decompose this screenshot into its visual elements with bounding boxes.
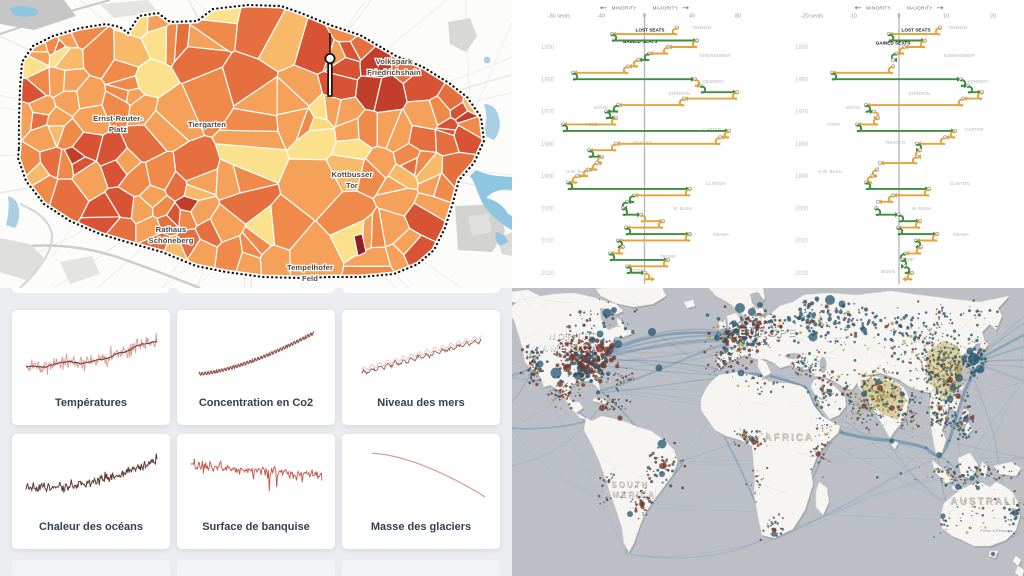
- svg-text:Friedrichshain: Friedrichshain: [367, 68, 421, 77]
- svg-text:Rathaus: Rathaus: [156, 225, 187, 234]
- svg-text:Volkspark: Volkspark: [376, 57, 413, 66]
- svg-text:-20 seats: -20 seats: [801, 14, 823, 20]
- svg-text:OBAMA: OBAMA: [713, 232, 729, 237]
- svg-text:1980: 1980: [541, 142, 555, 148]
- svg-text:TRUMAN: TRUMAN: [948, 25, 967, 30]
- svg-text:Schöneberg: Schöneberg: [149, 236, 194, 245]
- svg-text:MAJORITY: MAJORITY: [653, 6, 679, 11]
- svg-text:2000: 2000: [795, 206, 809, 212]
- svg-text:-80 seats: -80 seats: [548, 14, 570, 20]
- svg-text:REAGAN: REAGAN: [633, 140, 652, 145]
- svg-text:Tor: Tor: [346, 181, 358, 190]
- svg-text:1960: 1960: [795, 78, 809, 84]
- svg-text:CARTER: CARTER: [703, 127, 721, 132]
- svg-text:EISENHOWER: EISENHOWER: [700, 53, 731, 58]
- svg-text:EUROPE: EUROPE: [739, 327, 797, 339]
- svg-text:-10: -10: [849, 14, 857, 20]
- svg-text:Tempelhofer: Tempelhofer: [287, 263, 333, 272]
- svg-text:Surface de banquise: Surface de banquise: [202, 521, 310, 533]
- svg-text:JOHNSON: JOHNSON: [908, 91, 930, 96]
- svg-text:KENNEDY: KENNEDY: [703, 79, 725, 84]
- svg-text:MAJORITY: MAJORITY: [907, 6, 933, 11]
- svg-text:KENNEDY: KENNEDY: [968, 79, 990, 84]
- svg-text:W. BUSH: W. BUSH: [673, 206, 692, 211]
- svg-text:Tiergarten: Tiergarten: [188, 120, 226, 129]
- svg-text:EUROPE: EUROPE: [739, 328, 797, 340]
- svg-text:0: 0: [643, 14, 646, 20]
- svg-text:GAINED SEATS: GAINED SEATS: [623, 39, 658, 44]
- svg-text:TRUMP: TRUMP: [660, 254, 676, 259]
- svg-text:1970: 1970: [541, 110, 555, 116]
- svg-text:Platz: Platz: [109, 125, 127, 134]
- svg-text:1960: 1960: [541, 78, 555, 84]
- svg-text:2010: 2010: [795, 239, 809, 245]
- svg-text:AUSTRALIA: AUSTRALIA: [951, 497, 1024, 508]
- svg-text:BIDEN: BIDEN: [881, 269, 895, 274]
- svg-text:Feld: Feld: [302, 274, 318, 283]
- svg-text:SOUTH: SOUTH: [612, 481, 650, 490]
- svg-text:JOHNSON: JOHNSON: [668, 91, 690, 96]
- svg-text:AMERICA: AMERICA: [542, 344, 600, 355]
- svg-text:NORTH: NORTH: [548, 331, 592, 342]
- svg-text:1950: 1950: [795, 45, 809, 51]
- svg-text:LOST SEATS: LOST SEATS: [635, 28, 664, 33]
- svg-text:NORTH: NORTH: [549, 332, 593, 343]
- svg-text:Pointe à Pétanque: Pointe à Pétanque: [980, 528, 1014, 533]
- svg-text:CARTER: CARTER: [965, 127, 983, 132]
- svg-text:Kottbusser: Kottbusser: [331, 170, 372, 179]
- svg-text:1950: 1950: [541, 45, 555, 51]
- svg-text:MINORITY: MINORITY: [612, 6, 637, 11]
- svg-text:-40: -40: [597, 14, 605, 20]
- svg-text:OBAMA: OBAMA: [953, 232, 969, 237]
- svg-text:AMERICA: AMERICA: [605, 491, 656, 500]
- svg-text:Concentration en Co2: Concentration en Co2: [199, 397, 313, 409]
- svg-text:40: 40: [689, 14, 695, 20]
- svg-text:H.W. BUSH: H.W. BUSH: [818, 169, 842, 174]
- svg-text:2000: 2000: [541, 206, 555, 212]
- svg-text:Masse des glaciers: Masse des glaciers: [371, 521, 471, 533]
- svg-text:10: 10: [943, 14, 949, 20]
- svg-text:Chaleur des océans: Chaleur des océans: [39, 521, 143, 533]
- svg-text:BIDEN: BIDEN: [631, 268, 645, 273]
- svg-text:80: 80: [735, 14, 741, 20]
- svg-text:AMERICA: AMERICA: [541, 343, 599, 354]
- svg-text:2020: 2020: [795, 271, 809, 277]
- svg-text:0: 0: [898, 14, 901, 20]
- svg-text:LOST SEATS: LOST SEATS: [901, 28, 930, 33]
- svg-text:Niveau des mers: Niveau des mers: [377, 397, 464, 409]
- svg-text:AMERICA: AMERICA: [604, 490, 655, 499]
- svg-text:MINORITY: MINORITY: [866, 6, 891, 11]
- svg-text:CLINTON: CLINTON: [706, 181, 726, 186]
- svg-text:GAINED SEATS: GAINED SEATS: [876, 41, 911, 46]
- svg-text:W. BUSH: W. BUSH: [912, 206, 931, 211]
- svg-text:Ernst-Reuter-: Ernst-Reuter-: [93, 114, 143, 123]
- svg-text:1990: 1990: [541, 174, 555, 180]
- svg-text:TRUMAN: TRUMAN: [692, 25, 711, 30]
- svg-text:1970: 1970: [795, 110, 809, 116]
- svg-text:AUSTRALIA: AUSTRALIA: [950, 496, 1024, 507]
- svg-text:20: 20: [990, 14, 996, 20]
- svg-text:AFRICA: AFRICA: [764, 432, 814, 443]
- svg-text:H.W. BUSH: H.W. BUSH: [566, 169, 590, 174]
- svg-text:CLINTON: CLINTON: [950, 181, 970, 186]
- svg-text:REAGAN: REAGAN: [886, 140, 905, 145]
- svg-text:NIXON: NIXON: [594, 105, 608, 110]
- svg-text:2010: 2010: [541, 239, 555, 245]
- svg-text:1980: 1980: [795, 142, 809, 148]
- svg-text:NIXON: NIXON: [846, 105, 860, 110]
- svg-text:Températures: Températures: [55, 397, 127, 409]
- svg-text:SOUTH: SOUTH: [611, 480, 649, 489]
- svg-text:2020: 2020: [541, 271, 555, 277]
- svg-text:AFRICA: AFRICA: [765, 433, 815, 444]
- svg-text:1990: 1990: [795, 174, 809, 180]
- svg-text:FORD: FORD: [827, 122, 840, 127]
- svg-text:EISENHOWER: EISENHOWER: [944, 53, 975, 58]
